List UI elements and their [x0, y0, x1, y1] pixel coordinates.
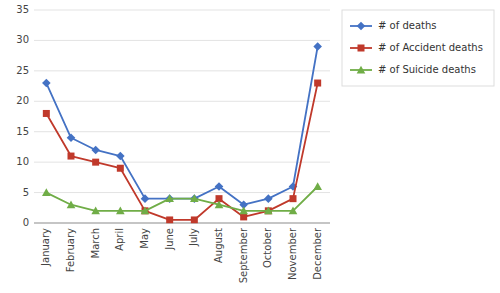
- data-point: [67, 200, 76, 208]
- y-tick-label: 35: [16, 4, 29, 15]
- y-tick-label: 15: [16, 126, 29, 137]
- y-tick-label: 10: [16, 156, 29, 167]
- data-point: [141, 207, 150, 215]
- x-tick-label: December: [312, 227, 323, 280]
- x-tick-label: March: [90, 228, 101, 258]
- grid-line: [34, 40, 330, 41]
- grid: [34, 10, 330, 223]
- data-point: [43, 110, 50, 117]
- series-line: [46, 83, 317, 220]
- grid-line: [34, 101, 330, 102]
- chart: 0 5 10 15 20 25 30 35 January February March April M…: [0, 0, 500, 293]
- grid-line: [34, 131, 330, 132]
- x-tick-label: November: [287, 227, 298, 280]
- data-point: [141, 194, 150, 203]
- x-axis-line: [34, 223, 330, 224]
- data-point: [165, 194, 174, 202]
- data-point: [215, 200, 224, 208]
- x-tick-label: August: [213, 228, 224, 263]
- data-point: [191, 216, 198, 223]
- data-point: [314, 80, 321, 87]
- data-point: [190, 194, 199, 202]
- data-point: [92, 159, 99, 166]
- plot-area: [42, 42, 322, 223]
- data-point: [264, 194, 273, 203]
- x-tick-label: February: [65, 228, 76, 272]
- y-tick-label: 5: [23, 187, 29, 198]
- y-tick-label: 20: [16, 95, 29, 106]
- data-point: [42, 79, 51, 88]
- data-point: [166, 216, 173, 223]
- legend-marker: [357, 22, 366, 31]
- legend-label: # of Suicide deaths: [378, 64, 476, 75]
- grid-line: [34, 162, 330, 163]
- data-point: [68, 153, 75, 160]
- grid-line: [34, 192, 330, 193]
- y-tick-label: 0: [23, 217, 29, 228]
- x-tick-label: January: [40, 228, 51, 267]
- data-point: [116, 152, 125, 161]
- grid-line: [34, 10, 330, 11]
- legend-marker: [357, 66, 366, 74]
- data-point: [117, 165, 124, 172]
- data-point: [116, 207, 125, 215]
- series-line: [46, 186, 317, 210]
- legend-box: [342, 10, 494, 86]
- data-point: [289, 207, 298, 215]
- data-point: [313, 182, 322, 190]
- series-line: [46, 47, 317, 205]
- data-point: [313, 42, 322, 51]
- data-point: [91, 146, 100, 155]
- grid-line: [34, 70, 330, 71]
- x-tick-label: September: [238, 227, 249, 283]
- legend-label: # of deaths: [378, 20, 436, 31]
- data-point: [91, 207, 100, 215]
- legend-marker: [358, 45, 365, 52]
- legend: # of deaths # of Accident deaths # of Suic…: [342, 10, 494, 86]
- y-tick-label: 25: [16, 65, 29, 76]
- data-point: [290, 195, 297, 202]
- data-point: [239, 207, 248, 215]
- data-point: [215, 182, 224, 191]
- data-point: [240, 213, 247, 220]
- legend-label: # of Accident deaths: [378, 42, 483, 53]
- data-point: [67, 134, 76, 143]
- x-tick-label: June: [164, 228, 175, 251]
- x-tick-label: April: [114, 228, 125, 251]
- data-point: [264, 207, 273, 215]
- data-point: [42, 188, 51, 196]
- grid-line: [34, 223, 330, 224]
- x-tick-label: July: [188, 228, 199, 247]
- x-tick-label: May: [139, 228, 150, 249]
- x-tick-label: October: [262, 227, 273, 268]
- y-tick-label: 30: [16, 34, 29, 45]
